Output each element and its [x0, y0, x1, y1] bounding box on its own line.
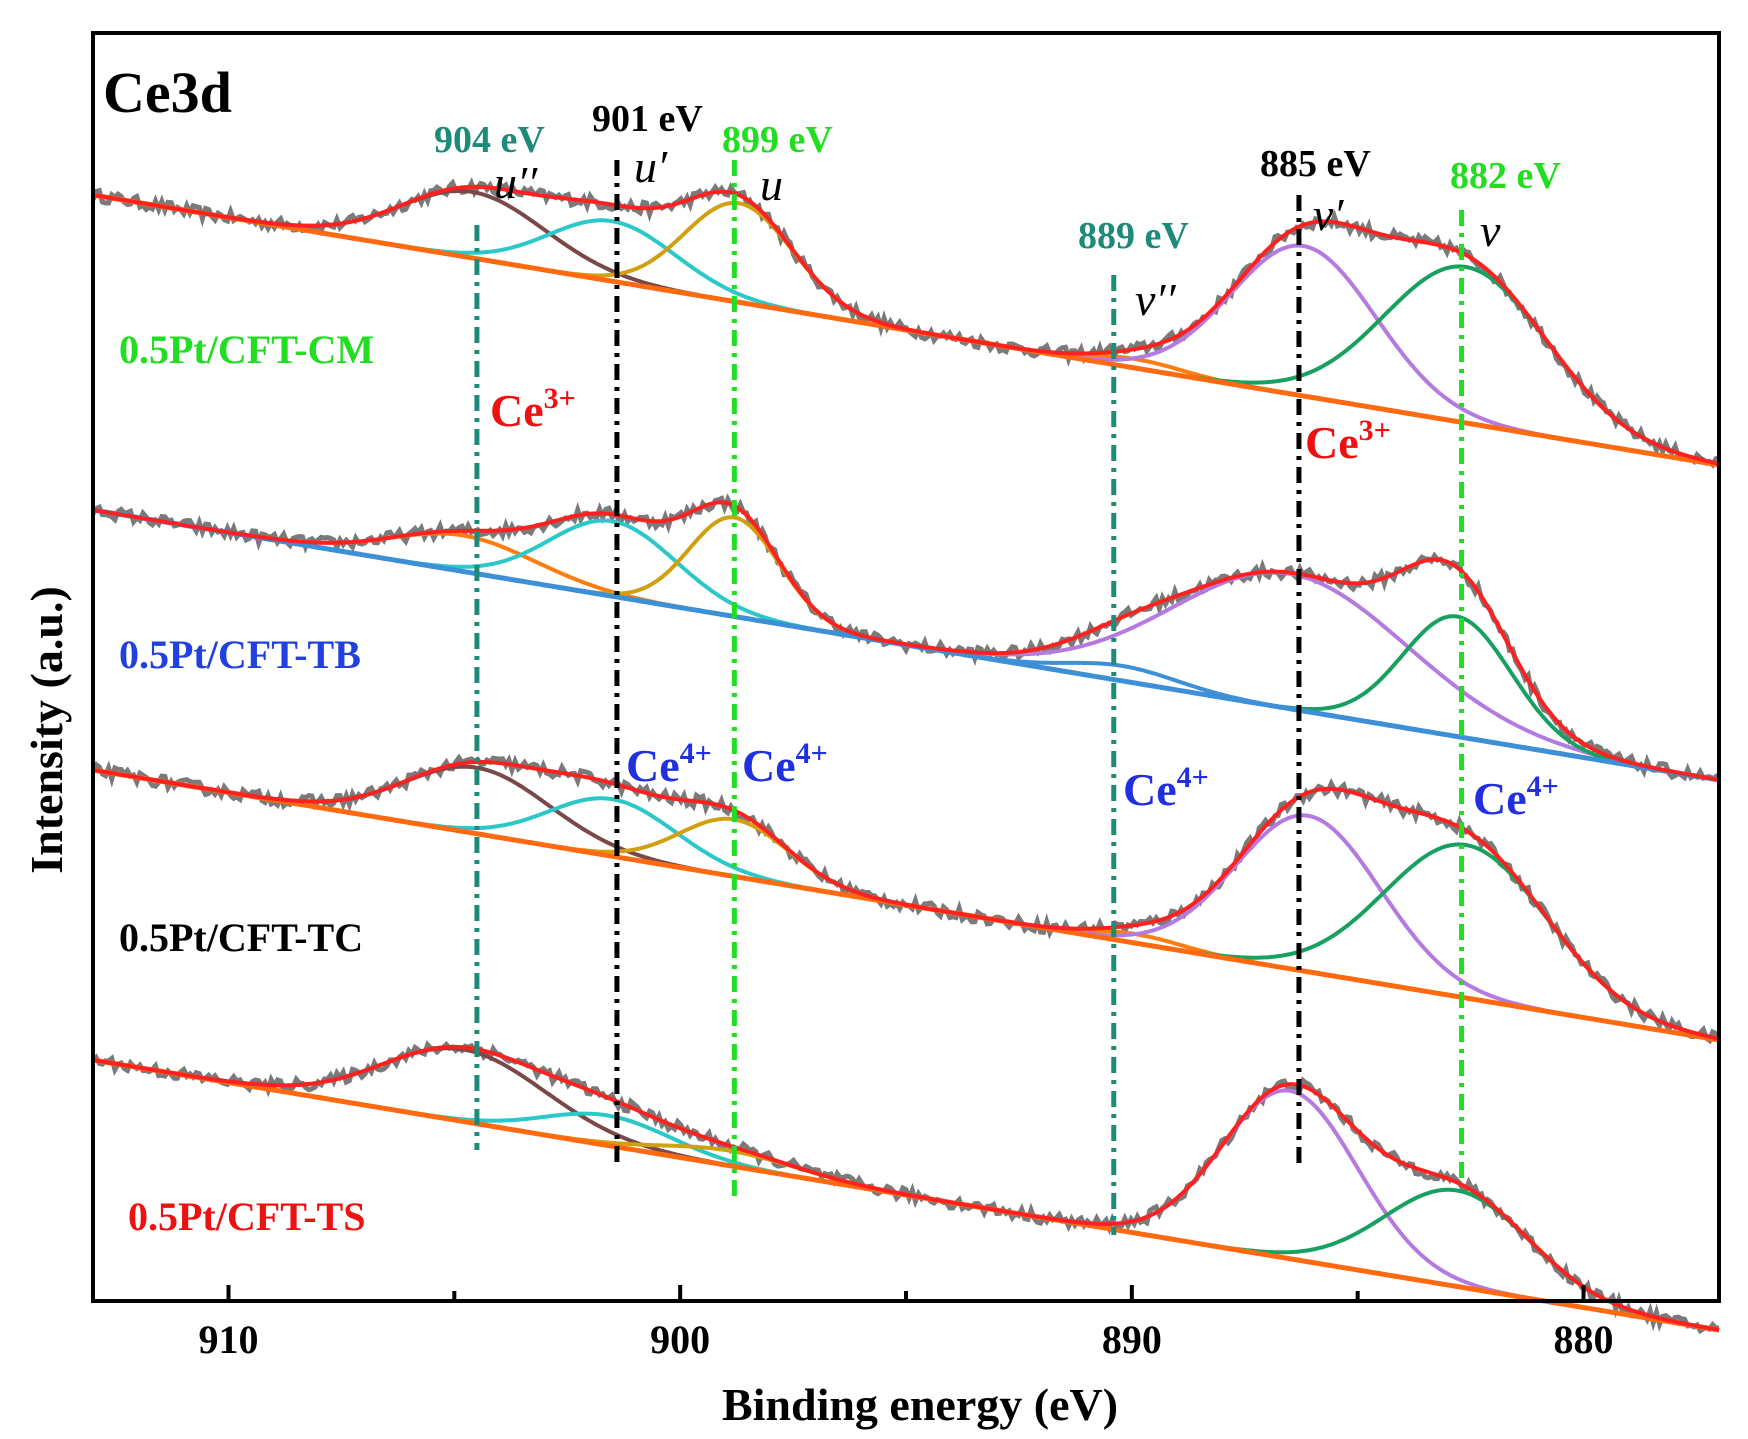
peak-label-u2: u′′ [494, 157, 538, 208]
reference-lines-layer [474, 160, 1465, 1235]
curves-layer [90, 176, 1722, 1335]
series-4 [91, 1040, 1720, 1335]
peak-label-v2: v′′ [1135, 274, 1176, 325]
ref-label-885: 885 eV [1260, 143, 1371, 185]
ref-label-901: 901 eV [592, 98, 703, 140]
ce4-label-3: Ce4+ [1123, 761, 1209, 815]
peak-label-u1: u′ [634, 141, 668, 192]
peak-label-v0: v [1480, 205, 1501, 256]
series-3 [91, 753, 1722, 1045]
ce3-label-left: Ce3+ [490, 382, 576, 436]
ce4-label-4: Ce4+ [1473, 770, 1559, 824]
series-label-tb: 0.5Pt/CFT-TB [119, 632, 361, 677]
ref-label-882: 882 eV [1450, 155, 1561, 197]
series-2 [90, 493, 1721, 783]
x-tick-label-910: 910 [199, 1317, 259, 1362]
x-axis-label: Binding energy (eV) [722, 1379, 1118, 1430]
peak-label-v1: v′ [1313, 189, 1344, 240]
envelope-fit-line [92, 184, 1720, 466]
ce3-label-right: Ce3+ [1305, 414, 1391, 468]
chart-title: Ce3d [103, 60, 232, 125]
plot-frame [91, 31, 1721, 1303]
ref-label-889: 889 eV [1078, 215, 1189, 257]
x-tick-label-900: 900 [650, 1317, 710, 1362]
series-label-ts: 0.5Pt/CFT-TS [128, 1194, 365, 1239]
axis-layer: 910 900 890 880 [199, 1285, 1614, 1362]
ref-label-899: 899 eV [722, 119, 833, 161]
x-tick-label-890: 890 [1102, 1317, 1162, 1362]
series-label-cm: 0.5Pt/CFT-CM [119, 327, 374, 372]
x-tick-label-880: 880 [1554, 1317, 1614, 1362]
series-1 [90, 176, 1720, 469]
y-axis-label: Intensity (a.u.) [21, 586, 72, 874]
envelope-fit-line [92, 500, 1720, 782]
ce4-label-1: Ce4+ [626, 737, 712, 791]
ref-label-904: 904 eV [434, 119, 545, 161]
envelope-fit-line [92, 760, 1720, 1041]
envelope-fit-line [92, 1044, 1720, 1332]
raw-data-line [91, 1040, 1720, 1335]
peak-label-u0: u [760, 159, 783, 210]
ce4-label-2: Ce4+ [742, 737, 828, 791]
labels-layer: Ce3d Binding energy (eV) Intensity (a.u.… [21, 60, 1561, 1430]
series-label-tc: 0.5Pt/CFT-TC [119, 915, 363, 960]
